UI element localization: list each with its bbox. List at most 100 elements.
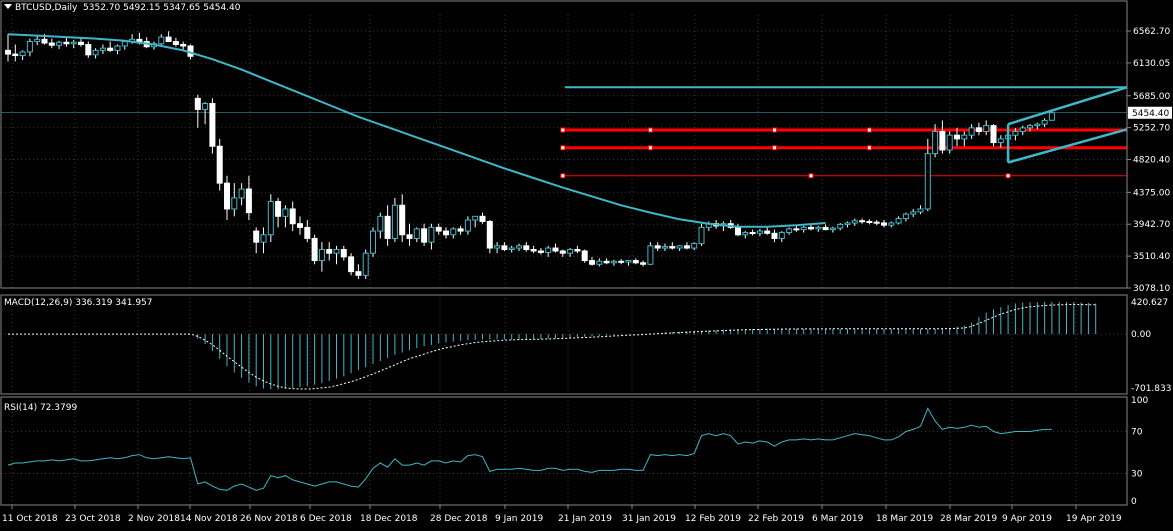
candle-body bbox=[348, 256, 355, 273]
candle bbox=[114, 44, 121, 55]
candle bbox=[749, 229, 756, 236]
candle bbox=[5, 34, 11, 62]
candle-body bbox=[158, 36, 165, 45]
candle bbox=[654, 242, 661, 251]
price-tick-label: 6130.05 bbox=[1133, 59, 1170, 69]
candle-body bbox=[749, 232, 756, 235]
candle bbox=[844, 221, 851, 228]
candle-body bbox=[202, 102, 209, 110]
candle-body bbox=[1041, 119, 1048, 125]
candle bbox=[282, 205, 289, 228]
candle-body bbox=[216, 145, 223, 184]
candle-body bbox=[786, 228, 793, 234]
axes: 6562.70 6130.05 5685.00 5252.70 4820.40 4375.… bbox=[2, 27, 1172, 524]
candle-body bbox=[501, 245, 508, 251]
candle bbox=[399, 194, 406, 243]
candle bbox=[537, 248, 544, 255]
candle bbox=[340, 245, 347, 261]
candle bbox=[800, 225, 807, 233]
candle bbox=[545, 245, 552, 257]
candle-body bbox=[494, 245, 501, 249]
date-tick-label: 6 Mar 2019 bbox=[812, 514, 864, 524]
candle-body bbox=[800, 226, 807, 231]
candle bbox=[881, 220, 887, 228]
candle-body bbox=[603, 260, 610, 264]
candle bbox=[92, 48, 99, 59]
candle-body bbox=[647, 245, 654, 265]
candle-body bbox=[902, 213, 909, 220]
date-tick-label: 9 Apr 2019 bbox=[1002, 514, 1052, 524]
candle-body bbox=[333, 249, 340, 254]
candle bbox=[1019, 125, 1026, 136]
date-tick-label: 19 Apr 2019 bbox=[1066, 514, 1122, 524]
candle bbox=[1041, 118, 1048, 128]
candle bbox=[194, 94, 201, 128]
candle bbox=[946, 131, 953, 154]
candle-body bbox=[362, 252, 369, 276]
macd-label: MACD(12,26,9) 336.319 341.957 bbox=[4, 298, 153, 308]
candle-body bbox=[172, 41, 179, 45]
candle-body bbox=[282, 208, 289, 217]
date-tick-label: 22 Feb 2019 bbox=[748, 514, 804, 524]
candle bbox=[851, 218, 858, 226]
candle bbox=[640, 260, 647, 267]
symbol-header[interactable]: BTCUSD,Daily 5352.70 5492.15 5347.65 545… bbox=[4, 3, 240, 13]
candle-body bbox=[691, 243, 698, 249]
candle-body bbox=[837, 223, 844, 229]
candle bbox=[391, 197, 398, 243]
candle bbox=[107, 41, 114, 52]
candle bbox=[764, 227, 771, 235]
candle bbox=[457, 225, 464, 235]
candle bbox=[559, 249, 566, 257]
candle-body bbox=[508, 247, 515, 251]
candle bbox=[172, 37, 179, 47]
candle-body bbox=[165, 36, 172, 43]
price-badge bbox=[1128, 106, 1172, 119]
rsi-tick-label: 70 bbox=[1131, 428, 1143, 438]
candle bbox=[756, 228, 763, 237]
candle bbox=[428, 223, 435, 250]
candle bbox=[377, 212, 384, 239]
candle-body bbox=[19, 51, 26, 57]
ohlc-values: 5352.70 5492.15 5347.65 5454.40 bbox=[83, 3, 241, 13]
grid bbox=[1, 15, 1127, 505]
candle-body bbox=[778, 232, 785, 239]
candle-body bbox=[472, 215, 479, 221]
candle bbox=[910, 208, 917, 218]
candle-body bbox=[355, 271, 362, 276]
dropdown-triangle-icon[interactable] bbox=[4, 4, 12, 9]
level-anchor bbox=[808, 173, 814, 179]
candles bbox=[5, 31, 1055, 280]
level-anchor bbox=[560, 173, 566, 179]
date-tick-label: 9 Jan 2019 bbox=[495, 514, 543, 524]
candle-body bbox=[180, 43, 187, 47]
candle bbox=[311, 234, 318, 265]
candle-body bbox=[231, 197, 238, 210]
candle bbox=[581, 249, 588, 263]
candle bbox=[326, 242, 333, 261]
candle-body bbox=[559, 250, 566, 254]
candle-body bbox=[640, 262, 647, 265]
candle-body bbox=[435, 226, 442, 232]
candle bbox=[1027, 124, 1033, 132]
candle-body bbox=[450, 228, 457, 236]
candle bbox=[902, 212, 909, 222]
candle-body bbox=[552, 247, 559, 252]
candle bbox=[253, 227, 260, 254]
candle-body bbox=[881, 222, 887, 226]
macd-tick-label: -701.833 bbox=[1131, 384, 1171, 394]
macd-signal-line bbox=[8, 303, 1096, 390]
candle-body bbox=[340, 249, 347, 258]
candle-body bbox=[851, 220, 858, 224]
candle bbox=[954, 127, 960, 147]
candle bbox=[180, 41, 187, 51]
candle bbox=[508, 245, 515, 253]
candle-body bbox=[1048, 112, 1055, 121]
candle-body bbox=[924, 153, 931, 210]
candle bbox=[589, 256, 595, 266]
candle bbox=[523, 242, 530, 252]
candle-body bbox=[793, 228, 800, 231]
candle-body bbox=[662, 246, 668, 249]
candle-body bbox=[632, 260, 639, 264]
candle-body bbox=[121, 41, 128, 47]
